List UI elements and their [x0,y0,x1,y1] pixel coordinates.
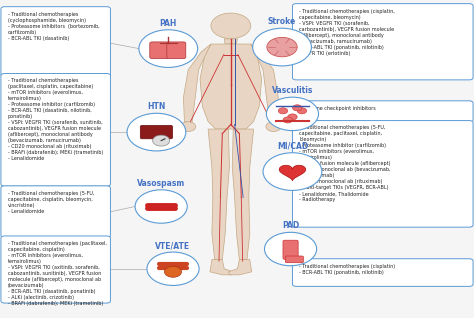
FancyBboxPatch shape [1,73,110,186]
FancyBboxPatch shape [150,42,169,59]
FancyBboxPatch shape [1,7,110,77]
Circle shape [181,122,196,132]
Circle shape [253,28,311,66]
Text: PAD: PAD [282,222,299,231]
FancyBboxPatch shape [283,240,298,259]
Text: Vasculitis: Vasculitis [272,86,313,95]
FancyBboxPatch shape [285,256,303,263]
Polygon shape [183,44,211,123]
Circle shape [147,252,199,286]
Circle shape [278,108,288,114]
Polygon shape [224,39,237,44]
Circle shape [139,30,198,67]
Circle shape [267,37,297,57]
Text: Stroke: Stroke [268,17,296,26]
Text: PAH: PAH [160,19,177,28]
Circle shape [292,105,302,111]
Text: Vasospasm: Vasospasm [137,179,185,188]
Text: - Traditional chemotherapies (cisplatin,
capecitabine, bleomycin)
- VSPi: VEGFR : - Traditional chemotherapies (cisplatin,… [299,9,395,56]
Polygon shape [232,129,254,260]
Polygon shape [200,44,262,129]
Polygon shape [251,44,278,123]
FancyBboxPatch shape [1,186,110,238]
Circle shape [135,190,187,223]
Text: - Immune checkpoint inhibitors: - Immune checkpoint inhibitors [299,106,376,111]
FancyBboxPatch shape [1,236,110,303]
Text: - Traditional chemotherapies
(paclitaxel, cisplatin, capecitabine)
- mTOR inhibi: - Traditional chemotherapies (paclitaxel… [8,78,103,161]
Text: - Traditional chemotherapies
(cyclophosphamide, bleomycin)
- Proteasome inhibito: - Traditional chemotherapies (cyclophosp… [8,11,99,40]
Polygon shape [228,260,252,275]
Circle shape [283,117,292,123]
Circle shape [266,122,281,132]
Circle shape [263,153,322,190]
Text: - Traditional chemotherapies (5-FU,
capecitabine, cisplatin, bleomycin,
vincrist: - Traditional chemotherapies (5-FU, cape… [8,191,94,214]
FancyBboxPatch shape [292,3,473,80]
Circle shape [153,135,170,146]
FancyBboxPatch shape [167,42,186,59]
FancyBboxPatch shape [140,125,173,139]
Circle shape [266,97,319,131]
Circle shape [264,232,317,266]
Text: MI/CAD: MI/CAD [277,142,308,151]
Polygon shape [279,165,306,181]
Circle shape [164,266,182,277]
FancyBboxPatch shape [292,101,473,122]
Circle shape [211,13,251,38]
Polygon shape [210,260,233,275]
Polygon shape [208,129,229,260]
Text: - Traditional chemotherapies (5-FU,
capecitabine, paclitaxel, cisplatin,
bleomyc: - Traditional chemotherapies (5-FU, cape… [299,125,391,203]
Text: - Traditional chemotherapies (cisplatin)
- BCR-ABL TKI (ponatinib, nilotinib): - Traditional chemotherapies (cisplatin)… [299,264,395,275]
Circle shape [127,113,186,151]
Text: - Traditional chemotherapies (paclitaxel,
capecitabine, cisplatin)
- mTOR inhibi: - Traditional chemotherapies (paclitaxel… [8,241,107,306]
Circle shape [297,108,307,114]
FancyBboxPatch shape [292,121,473,227]
FancyBboxPatch shape [292,259,473,287]
Circle shape [288,114,297,120]
Text: VTE/ATE: VTE/ATE [155,241,191,250]
Text: HTN: HTN [147,102,165,111]
